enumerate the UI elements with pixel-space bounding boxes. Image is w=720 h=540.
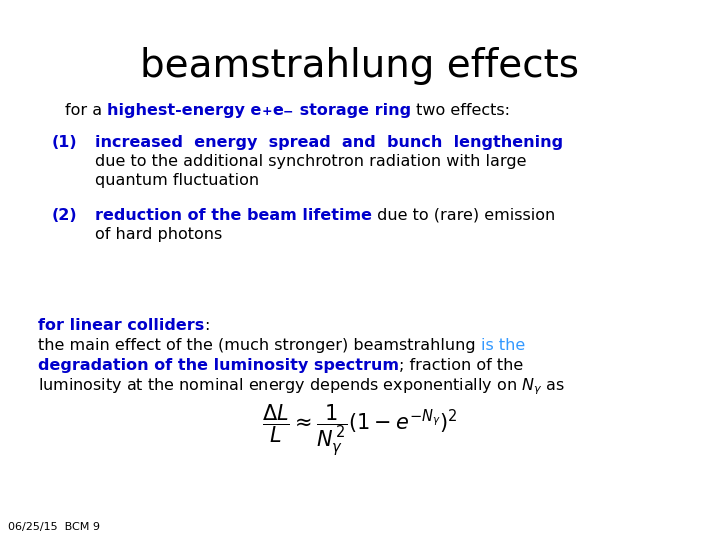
Text: storage ring: storage ring <box>294 103 410 118</box>
Text: reduction of the beam lifetime: reduction of the beam lifetime <box>95 208 372 223</box>
Text: $\dfrac{\Delta L}{L} \approx \dfrac{1}{N_\gamma^{\,2}}\left(1 - e^{-N_\gamma}\ri: $\dfrac{\Delta L}{L} \approx \dfrac{1}{N… <box>262 403 458 458</box>
Text: luminosity at the nominal energy depends exponentially on $N_\gamma$ as: luminosity at the nominal energy depends… <box>38 376 564 397</box>
Text: (2): (2) <box>52 208 78 223</box>
Text: for a: for a <box>65 103 107 118</box>
Text: degradation of the luminosity spectrum: degradation of the luminosity spectrum <box>38 358 399 373</box>
Text: for linear colliders: for linear colliders <box>38 318 204 333</box>
Text: highest-energy e: highest-energy e <box>107 103 261 118</box>
Text: the main effect of the (much stronger) beamstrahlung: the main effect of the (much stronger) b… <box>38 338 481 353</box>
Text: due to the additional synchrotron radiation with large: due to the additional synchrotron radiat… <box>95 154 526 169</box>
Text: increased  energy  spread  and  bunch  lengthening: increased energy spread and bunch length… <box>95 135 563 150</box>
Text: −: − <box>283 105 294 118</box>
Text: of hard photons: of hard photons <box>95 227 222 242</box>
Text: ; fraction of the: ; fraction of the <box>399 358 523 373</box>
Text: +: + <box>261 105 272 118</box>
Text: e: e <box>272 103 283 118</box>
Text: beamstrahlung effects: beamstrahlung effects <box>140 47 580 85</box>
Text: is the: is the <box>481 338 525 353</box>
Text: :: : <box>204 318 210 333</box>
Text: two effects:: two effects: <box>410 103 510 118</box>
Text: due to (rare) emission: due to (rare) emission <box>372 208 555 223</box>
Text: (1): (1) <box>52 135 78 150</box>
Text: quantum fluctuation: quantum fluctuation <box>95 173 259 188</box>
Text: 06/25/15  BCM 9: 06/25/15 BCM 9 <box>8 522 100 532</box>
